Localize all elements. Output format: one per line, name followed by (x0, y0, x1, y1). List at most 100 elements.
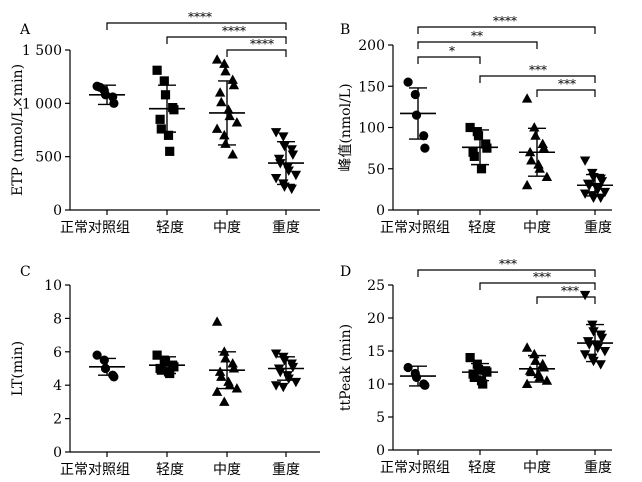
data-point (270, 349, 282, 359)
data-point (469, 151, 479, 161)
x-tick-label: 轻度 (156, 220, 184, 236)
y-tick-label: 2 (53, 412, 62, 428)
x-tick-label: 正常对照组 (60, 462, 130, 478)
data-point (109, 372, 119, 382)
y-tick-label: 0 (376, 443, 385, 459)
significance-bracket (479, 75, 596, 83)
y-tick-label: 25 (367, 278, 385, 294)
data-point (278, 132, 289, 142)
data-point (473, 131, 484, 141)
significance-label: * (449, 44, 455, 58)
data-point (92, 350, 102, 360)
data-point (216, 96, 227, 107)
data-point (530, 130, 541, 140)
significance-label: **** (250, 37, 274, 51)
x-tick-label: 正常对照组 (60, 220, 130, 236)
data-point (579, 156, 591, 166)
data-point (588, 327, 599, 337)
data-point (214, 366, 226, 376)
data-point (220, 65, 231, 76)
data-point (220, 138, 231, 148)
data-point (160, 90, 171, 100)
data-point (595, 360, 606, 370)
data-point (159, 76, 169, 86)
y-axis-label: ttPeak (min) (338, 324, 354, 411)
data-point (227, 358, 238, 368)
data-point (478, 379, 488, 389)
panel-c: C 0 2 4 6 8 10 LT(min) 正常对照组 轻度 中度 重度 (10, 264, 320, 478)
data-point (290, 170, 302, 181)
y-axis-label: ETP (nmol/L×min) (10, 64, 26, 196)
y-tick-label: 100 (358, 121, 385, 137)
y-tick-label: 6 (53, 345, 62, 361)
data-point (469, 372, 479, 382)
significance-label: ** (471, 29, 483, 43)
data-point (420, 143, 430, 153)
significance-bracket (536, 89, 596, 97)
x-tick-label: 轻度 (156, 462, 184, 478)
data-point (530, 355, 541, 365)
data-point (521, 93, 533, 103)
data-point (100, 363, 111, 374)
data-point (231, 383, 243, 393)
data-point (270, 128, 282, 138)
y-tick-label: 10 (367, 377, 385, 393)
y-tick-label: 0 (53, 445, 62, 461)
data-point (521, 179, 533, 190)
x-tick-label: 正常对照组 (380, 460, 450, 476)
data-point (419, 131, 429, 141)
y-tick-label: 500 (35, 150, 62, 166)
data-point (465, 353, 475, 363)
data-point (579, 350, 591, 360)
data-point (270, 174, 282, 184)
data-point (156, 365, 166, 375)
significance-label: *** (499, 257, 517, 271)
significance-label: **** (493, 14, 517, 28)
data-point (216, 371, 227, 381)
significance-bracket (106, 22, 287, 30)
panel-letter: C (20, 264, 31, 280)
data-point (270, 381, 282, 391)
x-tick-label: 重度 (272, 462, 300, 478)
data-point (227, 149, 238, 159)
data-point (286, 145, 297, 155)
data-point (169, 105, 179, 115)
y-tick-label: 20 (367, 311, 385, 327)
significance-bracket (166, 36, 287, 44)
x-tick-label: 中度 (213, 220, 241, 236)
data-point (521, 378, 533, 388)
data-point (526, 155, 537, 165)
y-tick-label: 4 (53, 378, 62, 394)
data-point (529, 122, 540, 132)
data-point (211, 54, 223, 64)
x-tick-label: 正常对照组 (380, 220, 450, 236)
data-point (279, 356, 290, 366)
y-tick-label: 1 500 (22, 43, 62, 59)
x-tick-label: 重度 (584, 460, 612, 476)
panel-letter: B (340, 22, 350, 38)
data-point (275, 367, 286, 378)
y-tick-label: 1 000 (22, 96, 62, 112)
y-tick-label: 15 (367, 344, 385, 360)
data-point (521, 342, 533, 352)
data-point (219, 58, 230, 68)
data-point (538, 142, 550, 153)
significance-bracket (417, 41, 538, 49)
data-point (219, 396, 230, 406)
data-point (152, 65, 162, 75)
significance-bracket (417, 26, 596, 34)
significance-bracket (417, 56, 481, 64)
significance-bracket (479, 282, 596, 290)
data-point (279, 142, 290, 152)
y-tick-label: 8 (53, 311, 62, 327)
data-point (290, 377, 302, 388)
x-tick-label: 中度 (523, 220, 551, 236)
data-point (156, 124, 166, 134)
data-point (228, 79, 240, 90)
significance-label: **** (188, 10, 212, 24)
panel-letter: A (19, 22, 31, 38)
data-point (411, 372, 422, 382)
y-tick-label: 150 (358, 79, 385, 95)
